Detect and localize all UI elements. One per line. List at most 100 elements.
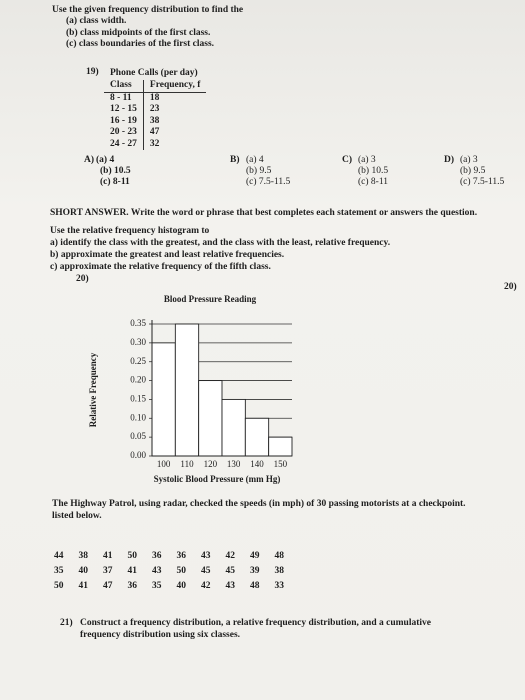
speed-value: 43 [225,581,236,591]
bar [244,417,270,457]
option-letter: B) [230,155,240,165]
option-letter: A) [84,155,95,165]
x-tick-label: 100 [157,459,171,469]
question-number: 19) [86,67,99,77]
table-cell: 16 - 19 [104,115,144,127]
speed-value: 38 [274,566,285,576]
y-tick-label: 0.35 [130,318,146,328]
y-tick-label: 0.30 [130,337,146,347]
instruction-item: (b) class midpoints of the first class. [66,28,211,38]
x-tick-label: 110 [180,459,194,469]
x-tick-label: 130 [227,459,241,469]
speed-value: 45 [225,566,236,576]
bar [221,398,246,457]
speed-value: 40 [78,566,89,576]
table-cell: 32 [149,138,160,149]
table-title: Phone Calls (per day) [110,68,198,78]
speed-value: 40 [176,581,187,591]
q21-text: frequency distribution using six classes… [80,630,241,640]
bar [151,342,176,457]
table-header-row: Class Frequency, f [104,80,207,93]
option-line: (a) 3 [460,155,478,165]
option-letter: C) [342,155,353,165]
speed-value: 41 [103,551,113,561]
speed-value: 38 [78,551,89,561]
q21-intro: listed below. [52,511,102,521]
q20-intro: Use the relative frequency histogram to [50,226,210,236]
speed-value: 36 [152,551,162,561]
speed-value: 43 [152,566,162,576]
option-line: (a) 4 [246,155,264,165]
speed-value: 42 [201,581,211,591]
question-number: 20) [504,282,517,292]
option-line: (b) 10.5 [358,166,389,176]
table-cell: 47 [149,127,160,137]
q20-item: b) approximate the greatest and least re… [50,250,285,260]
question-number: 21) [60,618,73,628]
option-letter: D) [444,155,455,165]
option-line: (b) 9.5 [460,166,486,176]
option-line: (c) 8-11 [100,177,130,187]
table-cell: 23 [149,104,160,114]
bar [174,323,200,457]
histogram: Blood Pressure Reading Relative Frequenc… [88,294,293,484]
option-line: (a) 3 [358,155,376,165]
option-line: (b) 10.5 [100,166,131,176]
speed-value: 42 [225,551,236,561]
x-tick-label: 140 [250,459,264,469]
instruction-lead: Use the given frequency distribution to … [52,5,244,15]
speed-value: 37 [103,566,113,576]
speed-value: 47 [103,581,113,591]
speed-value: 50 [127,551,138,561]
table-cell: 24 - 27 [104,138,144,150]
option-line: (b) 9.5 [246,166,272,176]
bar [198,380,223,457]
table-row: 12 - 15 23 [104,104,206,116]
speed-value: 49 [250,551,260,561]
table-row: 8 - 11 18 [104,92,206,104]
option-line: (c) 8-11 [358,177,388,187]
x-tick-label: 120 [204,459,218,469]
instruction-item: (c) class boundaries of the first class. [66,39,215,49]
y-tick-label: 0.15 [130,393,146,403]
table-row: 16 - 19 38 [104,115,206,127]
y-tick-label: 0.25 [130,356,146,366]
instruction-item: (a) class width. [66,16,127,26]
q20-item: c) approximate the relative frequency of… [50,262,271,272]
heading: SHORT ANSWER. [50,208,129,218]
header-cell: Class [104,80,144,93]
option-line: (c) 7.5-11.5 [460,177,505,187]
y-tick-label: 0.05 [130,431,146,441]
table-cell: 20 - 23 [104,127,144,139]
y-tick-label: 0.20 [130,375,146,385]
speed-value: 39 [250,566,260,576]
table-row: 24 - 27 32 [104,138,206,150]
q20-item: a) identify the class with the greatest,… [50,238,391,248]
table-row: 20 - 23 47 [104,127,206,139]
bar [268,436,293,457]
y-tick-label: 0.10 [130,412,146,422]
speed-value: 48 [250,581,260,591]
y-tick-label: 0.00 [130,450,146,460]
speed-value: 35 [152,581,162,591]
section-heading: SHORT ANSWER. Write the word or phrase t… [50,207,477,219]
chart-title: Blood Pressure Reading [164,294,257,304]
option-line: (a) 4 [96,155,115,165]
question-number: 20) [76,274,89,284]
speed-value: 50 [176,566,187,576]
speed-value: 41 [78,581,89,591]
speed-value: 33 [274,581,285,591]
table-cell: 8 - 11 [104,92,144,104]
header-cell: Frequency, f [143,80,207,93]
speed-value: 48 [274,551,285,561]
table-cell: 12 - 15 [104,104,144,116]
x-axis-label: Systolic Blood Pressure (mm Hg) [154,474,281,484]
q21-intro: The Highway Patrol, using radar, checked… [52,499,466,509]
y-axis-label: Relative Frequency [88,352,98,427]
speed-value: 44 [54,551,64,561]
q21-text: Construct a frequency distribution, a re… [80,618,431,628]
speed-value: 36 [127,581,138,591]
x-tick-label: 150 [274,459,288,469]
